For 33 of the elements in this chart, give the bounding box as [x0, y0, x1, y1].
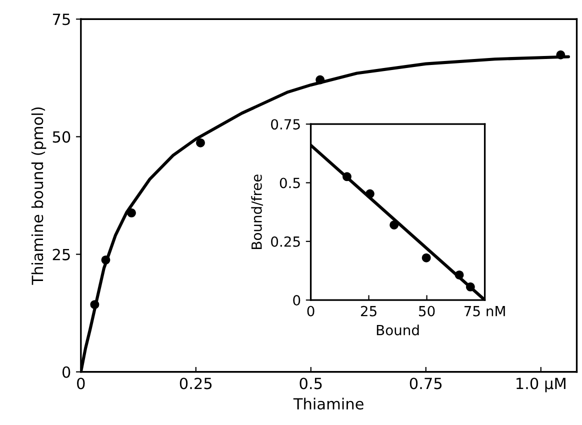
x-axis-title: Thiamine	[293, 398, 364, 410]
point	[101, 255, 110, 264]
x-tick-label: 0.75	[410, 378, 442, 390]
point	[342, 172, 352, 182]
point	[466, 282, 475, 292]
x-tick-label: 50	[419, 306, 435, 316]
x-tick-label: 0.5	[300, 378, 322, 390]
point	[454, 270, 464, 280]
point	[390, 220, 399, 230]
point	[127, 208, 136, 218]
x-tick-label: 75 nM	[464, 306, 505, 316]
y-tick-label: 75	[52, 14, 70, 26]
point	[196, 138, 205, 148]
y-tick-label: 0.25	[271, 236, 300, 247]
y-tick-label: 25	[52, 248, 70, 260]
x-tick-label: 25	[360, 306, 376, 316]
y-axis-title: Bound/free	[251, 174, 263, 249]
point	[365, 189, 374, 198]
x-tick-label: 0	[77, 378, 85, 390]
x-tick-label: 1.0 µM	[516, 378, 566, 392]
y-tick-label: 50	[52, 131, 70, 143]
point	[316, 75, 325, 84]
y-tick-label: 0	[293, 295, 300, 306]
point	[90, 300, 100, 310]
x-axis-title: Bound	[376, 324, 419, 336]
x-tick-label: 0	[307, 306, 314, 316]
point	[422, 253, 431, 262]
y-tick-label: 0.5	[280, 178, 300, 188]
y-axis-title: Thiamine bound (pmol)	[31, 107, 46, 285]
point	[556, 50, 566, 60]
y-tick-label: 0	[62, 366, 70, 378]
y-tick-label: 0.75	[271, 119, 300, 130]
x-tick-label: 0.25	[180, 378, 212, 390]
